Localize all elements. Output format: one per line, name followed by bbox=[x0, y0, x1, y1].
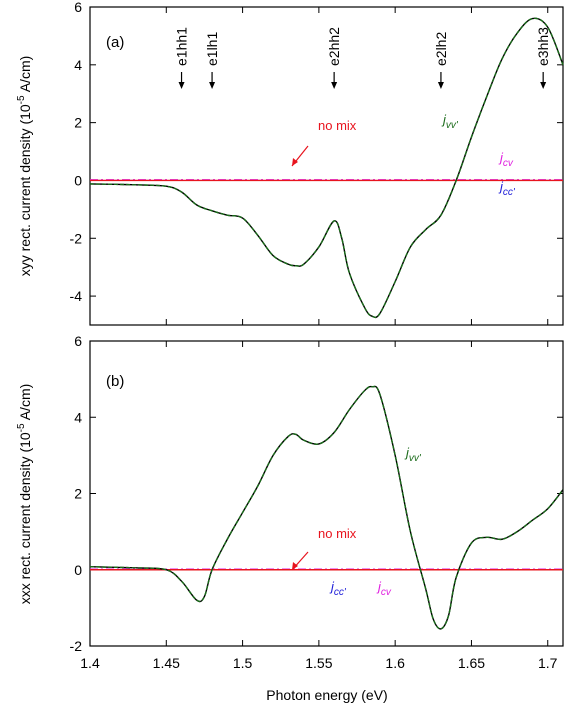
ytick-label: 2 bbox=[74, 486, 82, 502]
xtick-label: 1.6 bbox=[385, 655, 405, 671]
panel-a-transition-markers: e1hh1 e1lh1 e2hh2 e2lh2 e3hh3 bbox=[174, 27, 551, 89]
ytick-label: 6 bbox=[74, 333, 82, 349]
ytick-label: -4 bbox=[70, 288, 83, 304]
panel-b-jcv-label: jcv bbox=[376, 579, 392, 598]
series-jvv-line bbox=[89, 17, 564, 319]
ytick-label: 4 bbox=[74, 409, 82, 425]
ytick-label: -2 bbox=[70, 230, 83, 246]
transition-label: e2hh2 bbox=[326, 27, 342, 66]
transition-arrowhead bbox=[209, 82, 216, 89]
panel-b-label: (b) bbox=[106, 373, 124, 390]
panel-b-no-mix-arrowhead bbox=[292, 562, 298, 570]
transition-label: e1hh1 bbox=[174, 27, 190, 66]
transition-arrowhead bbox=[437, 82, 444, 89]
panel-a-frame bbox=[89, 6, 564, 326]
panel-a-no-mix-arrowhead bbox=[292, 158, 298, 166]
panel-a-ylabel: xyy rect. current density (10-5 A/cm) bbox=[16, 56, 33, 277]
xlabel: Photon energy (eV) bbox=[266, 687, 387, 703]
panel-b-ylabel: xxx rect. current density (10-5 A/cm) bbox=[16, 384, 33, 605]
xtick-label: 1.55 bbox=[305, 655, 332, 671]
ytick-label: 2 bbox=[74, 115, 82, 131]
xtick-label: 1.45 bbox=[153, 655, 180, 671]
xtick-label: 1.65 bbox=[458, 655, 485, 671]
transition-arrowhead bbox=[540, 82, 547, 89]
panel-b-no-mix-label: no mix bbox=[318, 526, 357, 541]
panel-a-no-mix-label: no mix bbox=[318, 118, 357, 133]
panel-a-xticks bbox=[89, 7, 549, 325]
ytick-label: 6 bbox=[74, 0, 82, 15]
panel-b-yticks: -2 0 2 4 6 bbox=[70, 333, 563, 654]
transition-label: e3hh3 bbox=[535, 27, 551, 66]
xtick-label: 1.4 bbox=[80, 655, 100, 671]
xtick-label: 1.5 bbox=[233, 655, 253, 671]
panel-a-label: (a) bbox=[106, 34, 124, 51]
ytick-label: 4 bbox=[74, 57, 82, 73]
panel-a-series bbox=[89, 17, 564, 319]
transition-label: e1lh1 bbox=[204, 32, 220, 66]
series-jvv-line bbox=[89, 385, 564, 630]
panel-a-jvv-label: jvv' bbox=[441, 112, 459, 131]
panel-a-jcv-label: jcv bbox=[498, 150, 514, 169]
panel-b-xticks: 1.4 1.45 1.5 1.55 1.6 1.65 1.7 bbox=[80, 341, 558, 671]
panel-a: (a) -4 -2 0 2 4 6 e1hh1 e1lh1 e2hh2 e2lh2 e3hh3 n… bbox=[16, 0, 564, 326]
series-total-line bbox=[89, 385, 564, 630]
transition-label: e2lh2 bbox=[433, 32, 449, 66]
panel-b-jvv-label: jvv' bbox=[404, 445, 422, 464]
ytick-label: 0 bbox=[74, 562, 82, 578]
panel-b: (b) -2 0 2 4 6 1.4 1.45 1.5 1.55 1.6 1.65 1.7 no m… bbox=[16, 333, 564, 703]
transition-arrowhead bbox=[178, 82, 185, 89]
transition-arrowhead bbox=[331, 82, 338, 89]
xtick-label: 1.7 bbox=[538, 655, 558, 671]
panel-b-frame bbox=[89, 340, 564, 647]
ytick-label: -2 bbox=[70, 638, 83, 654]
ytick-label: 0 bbox=[74, 172, 82, 188]
panel-a-jcc-label: jcc' bbox=[498, 179, 516, 198]
panel-b-series bbox=[89, 385, 564, 630]
panel-b-jcc-label: jcc' bbox=[329, 579, 347, 598]
panel-a-yticks: -4 -2 0 2 4 6 bbox=[70, 0, 563, 304]
